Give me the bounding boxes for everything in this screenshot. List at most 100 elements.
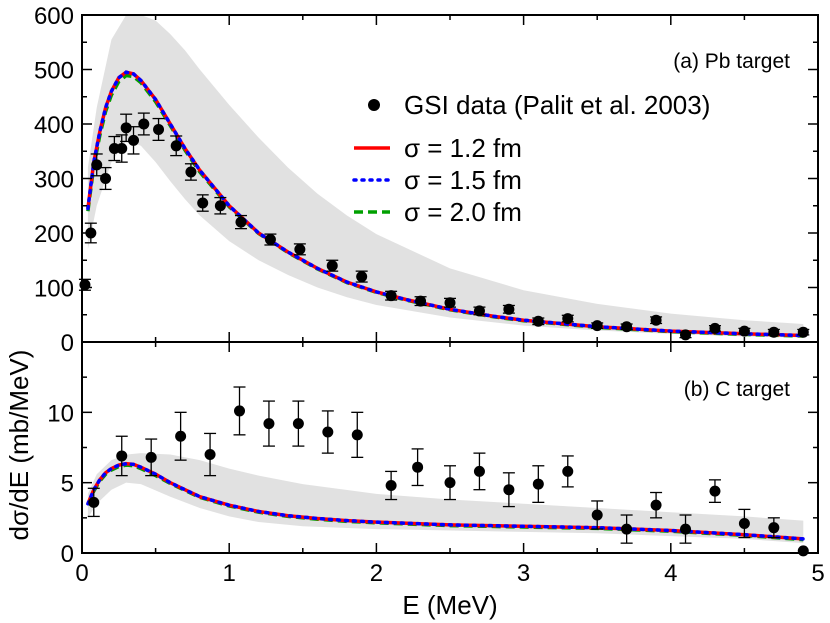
data-point — [233, 386, 246, 436]
data-point — [204, 432, 217, 477]
legend-entry: σ = 2.0 fm — [354, 197, 522, 227]
data-point — [532, 465, 545, 504]
axes-b: 0 1 2 3 4 5 0 5 10 — [47, 341, 825, 587]
data-point — [196, 194, 209, 212]
legend-marker — [368, 99, 380, 111]
data-point — [264, 233, 277, 246]
data-point — [502, 472, 515, 508]
panel-a-pb-target: 0 100 200 300 400 500 600 (a) Pb target GSI da… — [34, 3, 819, 357]
x-tick-label: 2 — [370, 560, 383, 587]
data-point — [797, 326, 810, 338]
data-point — [532, 315, 545, 327]
data-point — [292, 400, 305, 447]
y-tick-label: 400 — [34, 112, 74, 139]
legend-label: GSI data (Palit et al. 2003) — [404, 90, 710, 120]
data-point — [650, 491, 663, 519]
legend-label: σ = 2.0 fm — [404, 197, 522, 227]
x-tick-label: 4 — [664, 560, 677, 587]
data-point — [174, 411, 187, 461]
uncertainty-band-b — [87, 453, 804, 544]
x-tick-label: 1 — [223, 560, 236, 587]
theory-curves-b — [86, 461, 806, 542]
data-point — [184, 163, 197, 181]
data-point — [99, 166, 112, 191]
y-tick-label: 600 — [34, 3, 74, 30]
data-point — [473, 452, 486, 491]
y-tick-label: 5 — [61, 471, 74, 498]
data-point — [738, 325, 751, 337]
data-point — [591, 500, 604, 530]
panel-label-a: (a) Pb target — [673, 50, 790, 73]
y-tick-label: 500 — [34, 58, 74, 85]
legend-label: σ = 1.2 fm — [404, 133, 522, 163]
data-point — [326, 259, 339, 272]
data-point — [152, 117, 165, 142]
data-point — [293, 243, 306, 256]
data-point — [679, 514, 692, 544]
uncertainty-band — [87, 453, 804, 544]
x-tick-label: 5 — [811, 560, 824, 587]
data-point — [444, 297, 456, 309]
data-point — [708, 322, 721, 334]
legend: GSI data (Palit et al. 2003)σ = 1.2 fmσ … — [352, 90, 710, 227]
data-point — [738, 508, 751, 539]
y-tick-label: 300 — [34, 167, 74, 194]
data-point — [767, 326, 780, 338]
legend-label: σ = 1.5 fm — [404, 165, 522, 195]
data-point — [78, 278, 91, 291]
data-point — [620, 321, 633, 333]
data-point — [708, 479, 721, 504]
y-tick-label: 100 — [34, 276, 74, 303]
data-point — [385, 470, 398, 501]
theory-curve-dotted — [86, 70, 806, 338]
data-point — [797, 545, 809, 557]
data-point — [90, 153, 103, 177]
data-point — [444, 465, 456, 501]
data-point — [351, 411, 364, 458]
uncertainty-band-a — [87, 15, 804, 338]
data-point — [234, 214, 247, 230]
data-point — [137, 112, 150, 136]
data-point — [355, 270, 368, 283]
legend-entry: σ = 1.5 fm — [352, 165, 522, 195]
legend-entry: GSI data (Palit et al. 2003) — [368, 90, 710, 120]
data-point — [679, 329, 692, 341]
data-point — [127, 126, 140, 155]
axes-a: 0 100 200 300 400 500 600 — [34, 3, 819, 357]
data-point — [385, 290, 398, 302]
y-tick-label: 200 — [34, 221, 74, 248]
data-point — [411, 448, 424, 487]
data-point — [170, 135, 183, 157]
theory-curve-dotted — [86, 461, 806, 541]
data-point — [120, 113, 133, 143]
data-point — [473, 305, 486, 317]
legend-entry: σ = 1.2 fm — [354, 133, 522, 163]
y-axis-title: dσ/dE (mb/MeV) — [4, 350, 34, 541]
data-points-a — [78, 112, 810, 341]
data-points-b — [87, 386, 809, 557]
data-point — [620, 514, 633, 544]
data-point — [262, 400, 275, 447]
data-point — [145, 438, 158, 477]
x-tick-label: 0 — [75, 560, 88, 587]
data-point — [321, 410, 334, 454]
y-tick-label: 0 — [61, 330, 74, 357]
x-axis-title: E (MeV) — [402, 590, 497, 620]
data-point — [502, 303, 515, 315]
data-point — [767, 517, 780, 539]
data-point — [414, 295, 427, 307]
data-point — [561, 313, 574, 325]
data-point — [115, 134, 128, 163]
data-point — [87, 487, 100, 518]
theory-curves-a — [86, 70, 806, 338]
data-point — [214, 196, 227, 215]
y-tick-label: 10 — [47, 400, 74, 427]
panel-label-b: (b) C target — [684, 378, 790, 401]
x-tick-label: 3 — [517, 560, 530, 587]
data-point — [561, 455, 574, 488]
data-point — [650, 314, 663, 326]
y-tick-label: 0 — [61, 541, 74, 568]
panel-b-c-target: 0 1 2 3 4 5 0 5 10 (b) C target — [47, 341, 825, 587]
uncertainty-band — [87, 15, 804, 338]
